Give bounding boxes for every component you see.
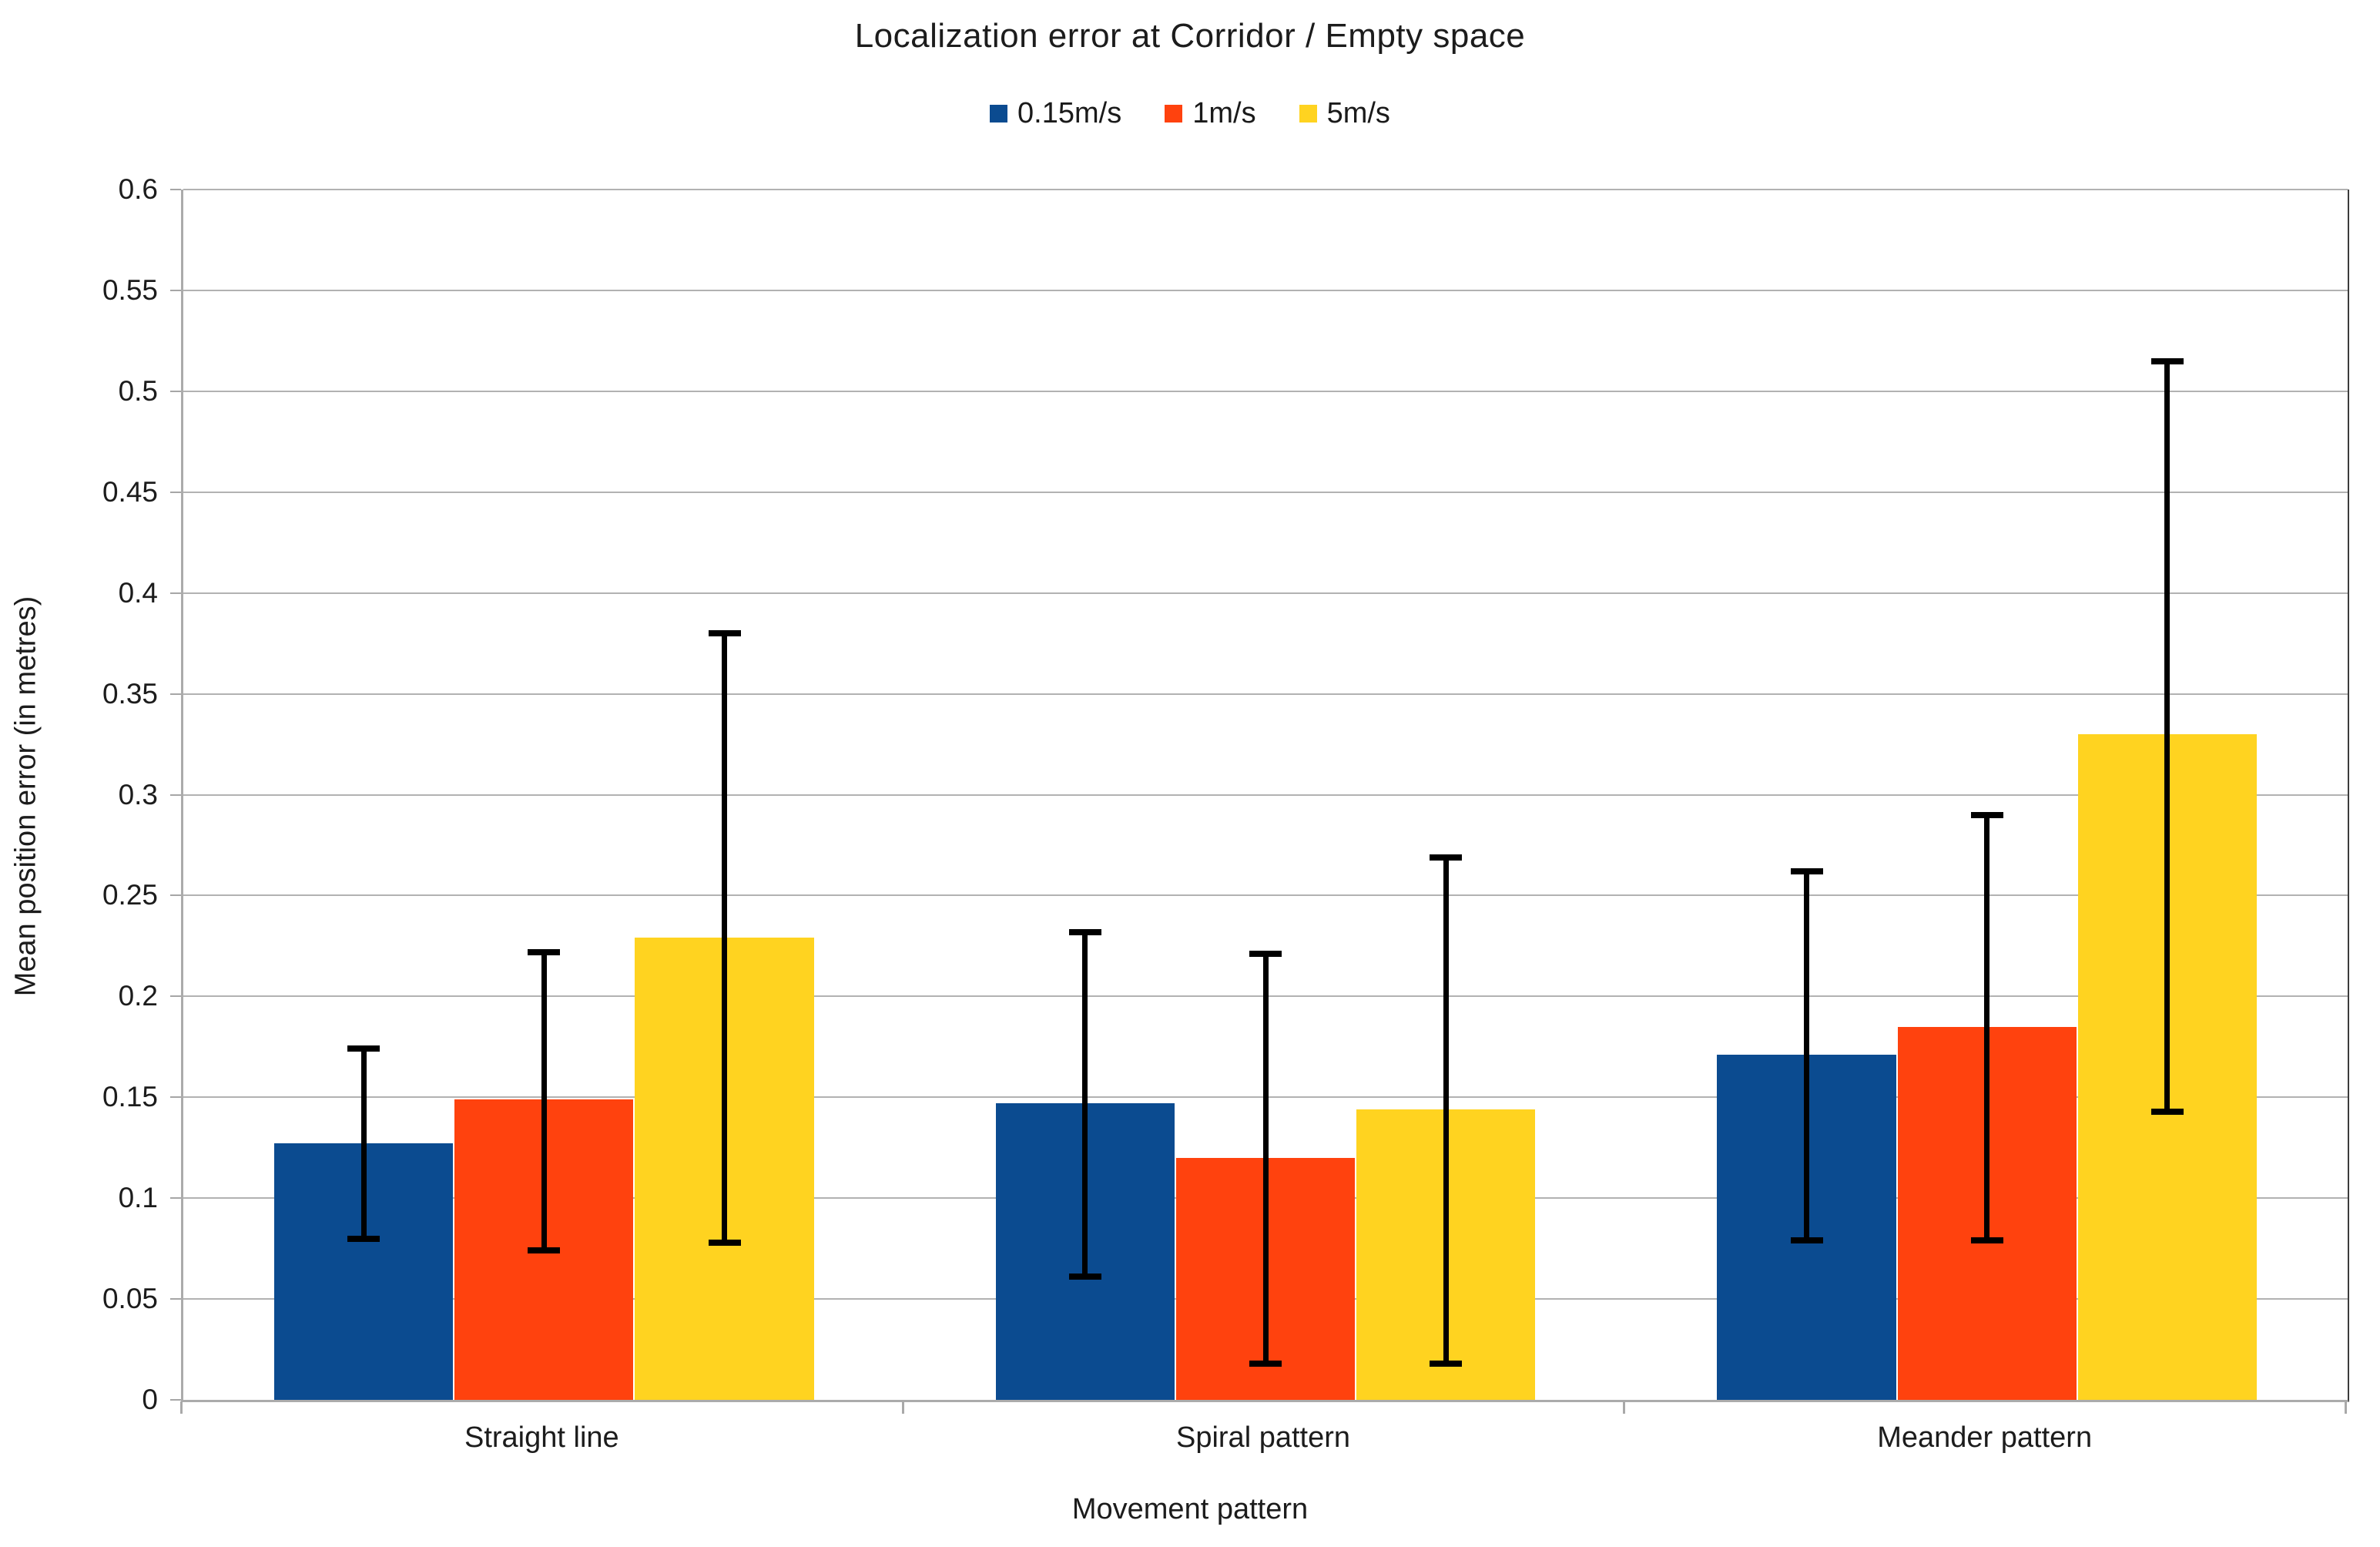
error-bar-line <box>722 633 727 1243</box>
y-axis-tick-label: 0.1 <box>118 1182 158 1214</box>
error-bar-line <box>2164 361 2170 1112</box>
y-axis-tick-label: 0.4 <box>118 576 158 609</box>
error-bar-cap-bottom <box>708 1239 741 1246</box>
error-bar-cap-bottom <box>1249 1360 1282 1367</box>
y-axis-tick-mark <box>170 995 181 998</box>
legend-item-5ms: 5m/s <box>1299 97 1390 130</box>
error-bar-line <box>541 951 547 1251</box>
legend-label: 0.15m/s <box>1017 97 1122 129</box>
gridline-y-0.55 <box>183 289 2348 291</box>
y-axis-tick-label: 0.6 <box>118 173 158 205</box>
error-bar-line <box>1443 857 1449 1364</box>
legend-item-015ms: 0.15m/s <box>990 97 1121 130</box>
y-axis-tick-label: 0.3 <box>118 778 158 810</box>
gridline-y-0.6 <box>183 189 2348 190</box>
error-bar-cap-bottom <box>528 1247 561 1254</box>
gridline-y-0.4 <box>183 592 2348 594</box>
error-bar-line <box>360 1049 367 1239</box>
x-axis-category-label: Spiral pattern <box>1175 1421 1350 1454</box>
x-axis-tick-mark <box>2345 1401 2347 1414</box>
legend-swatch-red-icon <box>1165 105 1183 122</box>
y-axis-tick-label: 0.35 <box>102 677 158 710</box>
legend-label: 1m/s <box>1192 97 1256 129</box>
legend-swatch-yellow-icon <box>1299 105 1317 122</box>
y-axis-tick-mark <box>170 189 181 190</box>
y-axis-tick-mark <box>170 894 181 897</box>
legend-item-1ms: 1m/s <box>1165 97 1256 130</box>
x-axis-title: Movement pattern <box>1071 1493 1309 1525</box>
error-bar-cap-bottom <box>2150 1108 2184 1115</box>
x-axis-category-label: Meander pattern <box>1877 1421 2093 1454</box>
error-bar-cap-top <box>1970 811 2003 818</box>
x-axis-tick-mark <box>180 1401 183 1414</box>
y-axis-tick-label: 0.15 <box>102 1081 158 1113</box>
error-bar-line <box>1082 931 1088 1277</box>
error-bar-cap-bottom <box>347 1235 380 1242</box>
gridline-y-0.5 <box>183 390 2348 392</box>
error-bar-cap-bottom <box>1790 1237 1823 1244</box>
error-bar-cap-top <box>1068 928 1101 935</box>
chart-title: Localization error at Corridor / Empty s… <box>854 17 1526 55</box>
gridline-y-0.35 <box>183 693 2348 695</box>
error-bar-line <box>1804 871 1809 1241</box>
error-bar-line <box>1984 814 1990 1241</box>
gridline-y-0.3 <box>183 794 2348 796</box>
y-axis-tick-mark <box>170 491 181 493</box>
error-bar-cap-bottom <box>1970 1237 2003 1244</box>
y-axis-tick-label: 0.5 <box>118 374 158 407</box>
error-bar-cap-top <box>1430 854 1463 861</box>
y-axis-tick-label: 0.25 <box>102 879 158 911</box>
y-axis-tick-mark <box>170 1096 181 1099</box>
y-axis-tick-label: 0 <box>142 1384 158 1415</box>
error-bar-cap-bottom <box>1430 1360 1463 1367</box>
error-bar-cap-top <box>2150 357 2184 364</box>
y-axis-tick-label: 0.2 <box>118 980 158 1012</box>
y-axis-tick-mark <box>170 390 181 392</box>
y-axis-tick-label: 0.55 <box>102 273 158 306</box>
x-axis-tick-mark <box>1623 1401 1626 1414</box>
y-axis-tick-mark <box>170 289 181 291</box>
legend-swatch-blue-icon <box>990 105 1008 122</box>
gridline-y-0.25 <box>183 894 2348 897</box>
legend-label: 5m/s <box>1326 97 1390 129</box>
x-axis-tick-mark <box>901 1401 904 1414</box>
error-bar-cap-top <box>708 630 741 637</box>
error-bar-cap-top <box>528 948 561 955</box>
y-axis-tick-mark <box>170 592 181 594</box>
error-bar-cap-top <box>1790 867 1823 874</box>
y-axis-tick-mark <box>170 1197 181 1200</box>
gridline-y-0.45 <box>183 491 2348 493</box>
y-axis-tick-mark <box>170 794 181 796</box>
y-axis-tick-mark <box>170 1399 181 1401</box>
legend: 0.15m/s 1m/s 5m/s <box>0 97 2380 130</box>
y-axis-tick-mark <box>170 693 181 695</box>
error-bar-line <box>1262 954 1269 1364</box>
y-axis-tick-mark <box>170 1298 181 1300</box>
plot-area <box>181 189 2349 1402</box>
error-bar-cap-bottom <box>1068 1274 1101 1280</box>
y-axis-tick-label: 0.05 <box>102 1283 158 1315</box>
x-axis-category-label: Straight line <box>464 1421 619 1454</box>
error-bar-cap-top <box>347 1045 380 1052</box>
y-axis-tick-label: 0.45 <box>102 475 158 508</box>
error-bar-cap-top <box>1249 951 1282 958</box>
